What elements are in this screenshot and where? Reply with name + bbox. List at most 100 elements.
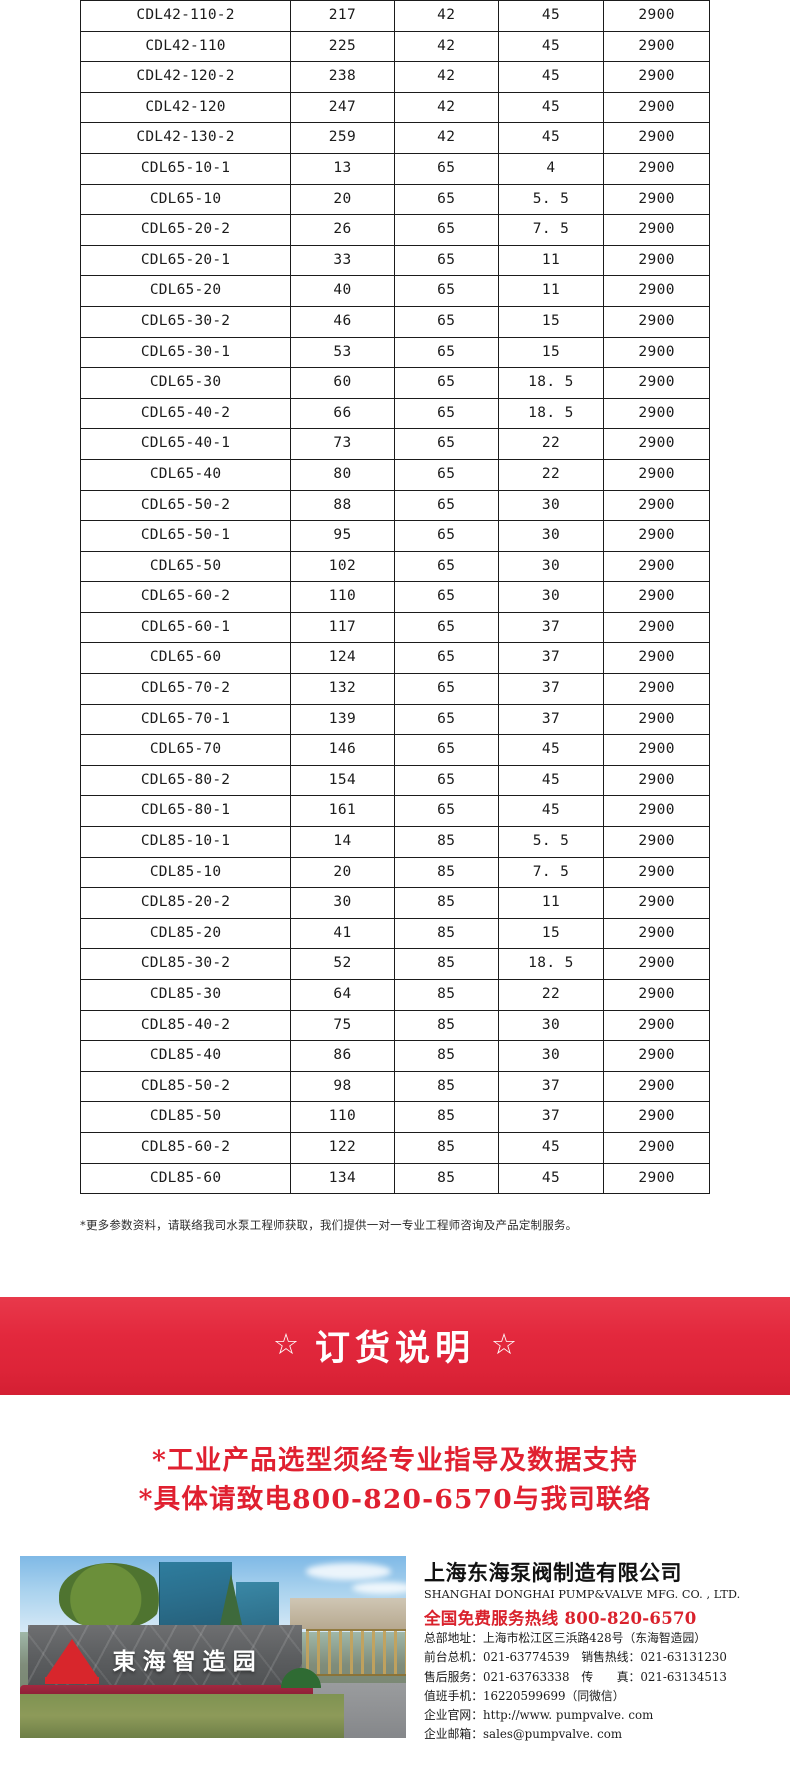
table-row: CDL85-30-2 52 85 18. 5 2900 <box>79 948 710 980</box>
cell-value: 2900 <box>603 305 710 338</box>
cell-value: 225 <box>290 30 395 63</box>
cell-value: 18. 5 <box>497 367 605 399</box>
table-row: CDL65-20 40 65 11 2900 <box>79 275 710 307</box>
cell-value: 259 <box>290 122 395 154</box>
cell-value: 95 <box>290 520 395 552</box>
cell-value: 22 <box>497 428 605 460</box>
cell-value: 238 <box>290 61 395 93</box>
banner-spacer <box>0 1235 790 1297</box>
cell-value: 2900 <box>603 1009 710 1042</box>
table-row: CDL85-20-2 30 85 11 2900 <box>79 887 710 919</box>
cell-value: 30 <box>497 1009 605 1042</box>
photo-wall-text: 東海智造园 <box>112 1648 263 1675</box>
cell-value: 65 <box>393 397 499 430</box>
cell-value: 11 <box>497 275 605 307</box>
cell-value: 30 <box>497 520 605 552</box>
cell-model: CDL85-30-2 <box>79 948 292 980</box>
cell-model: CDL65-70 <box>79 734 292 766</box>
table-row: CDL65-70 146 65 45 2900 <box>79 734 710 766</box>
hotline-number: 800-820-6570 <box>564 1609 697 1629</box>
cell-value: 30 <box>497 1040 605 1072</box>
table-row: CDL65-40 80 65 22 2900 <box>79 458 710 491</box>
cell-value: 2900 <box>603 826 710 858</box>
cell-value: 2900 <box>603 244 710 277</box>
cell-value: 2900 <box>603 1162 710 1195</box>
cell-value: 2900 <box>603 1131 710 1164</box>
table-row: CDL85-10-1 14 85 5. 5 2900 <box>79 826 710 858</box>
cell-value: 2900 <box>603 152 710 185</box>
cell-value: 20 <box>290 856 395 889</box>
contact-lines: 总部地址：上海市松江区三浜路428号（东海智造园） 前台总机：021-637745… <box>424 1629 770 1744</box>
cell-value: 30 <box>497 550 605 583</box>
cell-value: 75 <box>290 1009 395 1042</box>
table-row: CDL65-50-1 95 65 30 2900 <box>79 520 710 552</box>
table-row: CDL65-50 102 65 30 2900 <box>79 550 710 583</box>
cell-value: 65 <box>393 336 499 369</box>
cell-model: CDL65-30 <box>79 367 292 399</box>
cell-value: 2900 <box>603 673 710 705</box>
cell-value: 42 <box>393 30 499 63</box>
cell-value: 2900 <box>603 795 710 828</box>
spec-footnote: *更多参数资料，请联络我司水泵工程师获取，我们提供一对一专业工程师咨询及产品定制… <box>80 1218 578 1233</box>
cell-model: CDL65-50-1 <box>79 520 292 552</box>
cell-value: 2900 <box>603 489 710 522</box>
table-row: CDL65-50-2 88 65 30 2900 <box>79 489 710 522</box>
cell-model: CDL42-120-2 <box>79 61 292 93</box>
table-row: CDL85-30 64 85 22 2900 <box>79 979 710 1011</box>
cell-value: 2900 <box>603 734 710 766</box>
cell-value: 20 <box>290 183 395 216</box>
cell-value: 2900 <box>603 581 710 613</box>
cell-value: 85 <box>393 1040 499 1072</box>
order-instructions-banner: ☆ 订货说明 ☆ <box>0 1296 790 1395</box>
cell-value: 45 <box>497 734 605 766</box>
cell-value: 26 <box>290 214 395 246</box>
cell-model: CDL85-60 <box>79 1162 292 1195</box>
cell-value: 85 <box>393 1162 499 1195</box>
cell-value: 65 <box>393 428 499 460</box>
cell-model: CDL42-130-2 <box>79 122 292 154</box>
cell-value: 2900 <box>603 367 710 399</box>
table-row: CDL65-30-2 46 65 15 2900 <box>79 305 710 338</box>
cell-model: CDL65-80-2 <box>79 764 292 797</box>
callout-line-2: *具体请致电800-820-6570与我司联络 <box>138 1484 652 1516</box>
cell-value: 65 <box>393 214 499 246</box>
cell-value: 73 <box>290 428 395 460</box>
cell-value: 37 <box>497 703 605 736</box>
cell-value: 65 <box>393 305 499 338</box>
table-row: CDL85-60 134 85 45 2900 <box>79 1162 710 1195</box>
cell-value: 2900 <box>603 856 710 889</box>
table-row: CDL65-70-1 139 65 37 2900 <box>79 703 710 736</box>
cell-model: CDL65-20 <box>79 275 292 307</box>
cell-value: 30 <box>497 489 605 522</box>
cell-value: 124 <box>290 642 395 675</box>
cell-value: 66 <box>290 397 395 430</box>
cell-value: 65 <box>393 183 499 216</box>
cell-value: 45 <box>497 0 605 32</box>
contact-line: 总部地址：上海市松江区三浜路428号（东海智造园） <box>424 1631 707 1646</box>
banner-inner: ☆ 订货说明 ☆ <box>273 1320 517 1371</box>
cell-model: CDL42-110-2 <box>79 0 292 32</box>
cell-value: 110 <box>290 581 395 613</box>
cell-model: CDL85-10 <box>79 856 292 889</box>
table-row: CDL85-40 86 85 30 2900 <box>79 1040 710 1072</box>
cell-model: CDL65-20-1 <box>79 244 292 277</box>
cell-value: 2900 <box>603 764 710 797</box>
cell-value: 42 <box>393 122 499 154</box>
cell-value: 161 <box>290 795 395 828</box>
cell-value: 2900 <box>603 183 710 216</box>
table-row: CDL65-40-2 66 65 18. 5 2900 <box>79 397 710 430</box>
cell-value: 2900 <box>603 0 710 32</box>
table-row: CDL42-110 225 42 45 2900 <box>79 30 710 63</box>
table-row: CDL65-60 124 65 37 2900 <box>79 642 710 675</box>
table-row: CDL85-50-2 98 85 37 2900 <box>79 1070 710 1103</box>
cell-model: CDL65-50 <box>79 550 292 583</box>
order-callout: *工业产品选型须经专业指导及数据支持 *具体请致电800-820-6570与我司… <box>0 1395 790 1557</box>
cell-value: 45 <box>497 1162 605 1195</box>
cell-value: 65 <box>393 275 499 307</box>
contact-line: 企业官网：http://www. pumpvalve. com <box>424 1707 654 1722</box>
table-row: CDL65-40-1 73 65 22 2900 <box>79 428 710 460</box>
cell-value: 2900 <box>603 642 710 675</box>
cell-value: 65 <box>393 795 499 828</box>
star-left-icon: ☆ <box>272 1329 299 1362</box>
